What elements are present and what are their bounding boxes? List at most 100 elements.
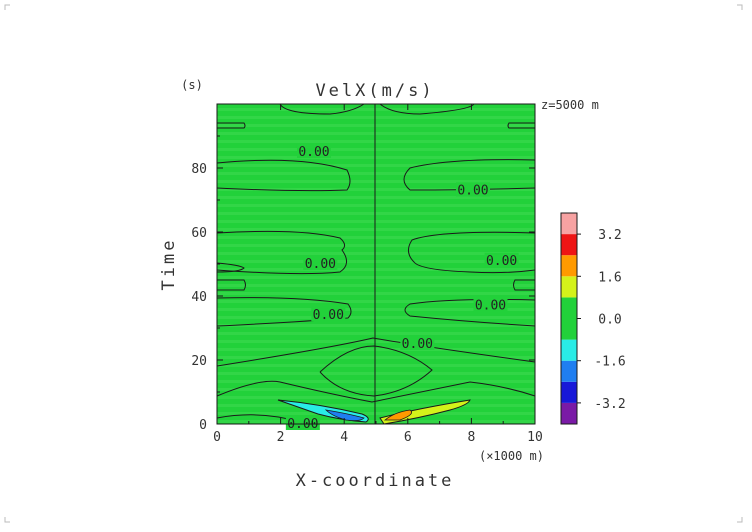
background-stripe [217,124,535,127]
background-stripe [217,380,535,383]
background-stripe [217,220,535,223]
background-stripe [217,284,535,287]
background-stripe [217,260,535,263]
colorbar-segment [561,234,577,256]
background-stripe [217,404,535,407]
background-stripe [217,228,535,231]
background-stripe [217,156,535,159]
contour-line [216,159,351,192]
colorbar-segment [561,339,577,361]
colorbar-segment [561,213,577,235]
x-tick-label: 6 [404,430,412,445]
contour-label-bg [473,297,508,312]
y-tick-label: 40 [191,290,207,305]
contour-line [319,345,433,397]
background-stripe [217,348,535,351]
x-axis-unit: (×1000 m) [479,449,544,463]
background-stripe [217,292,535,295]
page-corner-marks [4,4,743,523]
chart-title: VelX(m/s) [315,81,434,101]
contour-line [216,380,536,403]
background-stripe [217,364,535,367]
background-stripe [217,188,535,191]
colorbar-segment [561,402,577,424]
height-annotation: z=5000 m [541,98,599,112]
background-stripe [217,252,535,255]
y-axis-label: Time [159,238,179,291]
contour-line [216,262,245,273]
background-stripe [217,204,535,207]
contour-line [408,231,536,274]
colorbar: 3.2 1.6 0.0 -1.6 -3.2 [560,212,626,425]
colorbar-tick-label: 3.2 [598,228,621,243]
contour-label: 0.00 [475,299,506,314]
colorbar-tick-label: 1.6 [598,270,621,285]
contour-label-bg [311,307,346,322]
background-stripe [217,132,535,135]
contour-labels: 0.000.000.00 0.000.000.000.000.00 [285,144,519,432]
contour-line [216,230,347,275]
background-stripe [217,212,535,215]
colorbar-segment [561,381,577,403]
background-stripe [217,164,535,167]
colorbar-segment [561,276,577,298]
contour-label-bg [296,144,331,158]
background-stripe [217,308,535,311]
x-tick-label: 0 [213,430,221,445]
contour-label: 0.00 [305,257,336,272]
contour-label-bg [303,256,338,270]
background-stripe [217,332,535,335]
contour-label: 0.00 [486,254,517,269]
colorbar-segment [561,297,577,340]
contour-label-bg [400,336,435,350]
y-tick-label: 60 [191,226,207,241]
contour-line [217,122,246,129]
contour-line [513,279,535,291]
contour-line [507,122,535,129]
y-tick-label: 0 [199,418,207,433]
contour-label: 0.00 [313,308,344,323]
background-stripes [217,108,535,423]
contour-label-bg [484,252,519,267]
background-stripe [217,148,535,151]
y-axis-unit: (s) [181,78,203,92]
x-tick-label: 2 [277,430,285,445]
background-stripe [217,244,535,247]
plot-area: 0.000.000.00 0.000.000.000.000.00 [216,103,536,432]
contour-label: 0.00 [402,337,433,352]
background-stripe [217,300,535,303]
contour-label-bg [285,416,320,430]
x-axis-label: X-coordinate [296,471,455,491]
positive-velocity-core [383,409,413,421]
colorbar-segment [561,360,577,382]
contour-line [279,103,365,115]
contour-line [216,337,536,367]
colorbar-tick-label: 0.0 [598,313,621,328]
background-stripe [217,316,535,319]
background-stripe [217,388,535,391]
background-stripe [217,372,535,375]
contour-line [404,299,536,327]
contour-label-bg [455,182,490,197]
colorbar-tick-label: -3.2 [594,397,625,412]
background-stripe [217,356,535,359]
contour-line [217,279,246,291]
y-axis: 0 20 40 60 80 [191,135,535,433]
background-stripe [217,140,535,143]
x-tick-label: 10 [527,430,543,445]
colorbar-tick-label: -1.6 [594,355,625,370]
y-tick-label: 80 [191,162,207,177]
background-stripe [217,340,535,343]
contour-label: 0.00 [298,145,329,160]
background-stripe [217,196,535,199]
contour-line [216,297,352,327]
contour-label: 0.00 [457,183,488,198]
background-stripe [217,324,535,327]
colorbar-segment [561,255,577,277]
contour-line [379,103,475,115]
background-stripe [217,268,535,271]
x-axis: 0 2 4 6 8 10 [213,104,543,445]
negative-velocity-core [324,409,365,422]
y-tick-label: 20 [191,354,207,369]
